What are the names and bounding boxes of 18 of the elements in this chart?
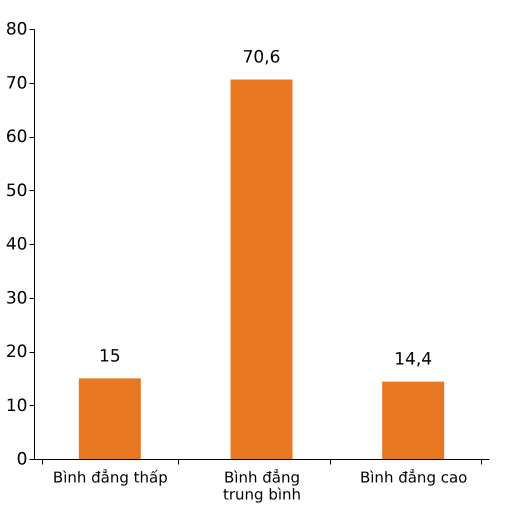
y-tick-label: 40 (6, 234, 28, 254)
y-tick-label: 80 (6, 20, 28, 40)
data-label: 15 (99, 346, 121, 366)
bar (382, 382, 444, 459)
x-tick-label: Bình đẳng trung bình (222, 468, 302, 504)
x-tick-label: Bình đẳng cao (360, 468, 468, 486)
data-label: 14,4 (394, 350, 432, 370)
y-tick-label: 10 (6, 396, 28, 416)
x-tick-label: Bình đẳng thấp (52, 468, 168, 486)
y-tick-label: 30 (6, 288, 28, 308)
y-tick-label: 60 (6, 127, 28, 147)
y-tick-label: 0 (16, 450, 28, 470)
data-label: 70,6 (242, 48, 280, 68)
bar (78, 378, 141, 459)
y-tick-label: 20 (6, 342, 28, 362)
y-tick-label: 50 (6, 180, 28, 201)
y-tick-label: 70 (6, 73, 28, 94)
bar (230, 80, 292, 459)
